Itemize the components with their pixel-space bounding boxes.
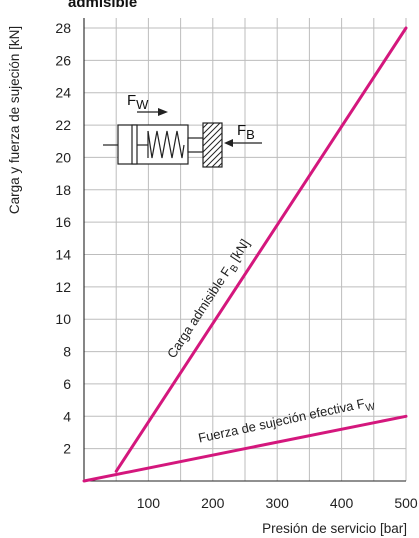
hatch-line [205,150,223,168]
y-tick-label: 12 [55,279,71,295]
y-tick-label: 22 [55,117,71,133]
spring-icon [147,130,185,159]
force-w-arrow-head [158,108,168,116]
y-tick-label: 18 [55,182,71,198]
series-label-carga-admisible: Carga admisible FB [kN] [164,236,256,363]
x-axis-title: Presión de servicio [bar] [262,521,407,536]
y-tick-label: 14 [55,247,71,263]
hatch-line [202,138,223,159]
y-tick-label: 28 [55,20,71,36]
series-line-fuerza-sujecion [82,414,408,483]
series-label-subscript: W [365,401,377,414]
y-tick-label: 6 [63,376,71,392]
y-tick-label: 16 [55,214,71,230]
hatch-line [202,132,223,153]
y-tick-label: 2 [63,441,71,457]
force-w-letter: F [127,92,136,109]
cylinder-body [117,124,189,165]
grid [84,18,407,481]
y-tick-label: 10 [55,311,71,327]
x-tick-label: 100 [137,495,161,511]
y-tick-label: 26 [55,52,71,68]
axes [83,18,406,482]
piston-rod-outer [187,137,204,153]
y-tick-label: 8 [63,344,71,360]
clamped-block [202,122,223,168]
hatch-line [202,122,209,129]
hatch-line [202,126,223,147]
hatch-line [217,162,223,168]
series-label-tail: [kN] [225,236,252,267]
hatch-line [202,122,215,135]
force-b-subscript: B [246,127,255,142]
series-label-subscript: B [228,263,241,275]
x-tick-label: 500 [394,495,418,511]
x-tick-label: 400 [330,495,354,511]
hatch-line [202,144,223,165]
cylinder-diagram: FW FB [103,92,262,168]
hatch-line [202,122,221,141]
series-label-main: Fuerza de sujeción efectiva F [197,396,366,446]
x-tick-label: 200 [201,495,225,511]
y-tick-label: 24 [55,85,71,101]
y-axis-title: Carga y fuerza de sujeción [kN] [7,26,22,214]
x-tick-label: 300 [266,495,290,511]
hatch-line [211,156,223,168]
force-w-subscript: W [136,97,149,112]
piston [131,124,138,165]
series-line-carga-admisible [114,26,408,473]
force-b-arrow-head [224,139,233,147]
y-tick-label: 20 [55,149,71,165]
series-lines [82,26,408,483]
chart-title: admisible [68,0,137,11]
force-b-label: FB [237,122,255,142]
y-tick-label: 4 [63,408,71,424]
clamped-block-hatching [202,122,223,168]
force-w-label: FW [127,92,149,112]
force-b-letter: F [237,122,246,139]
